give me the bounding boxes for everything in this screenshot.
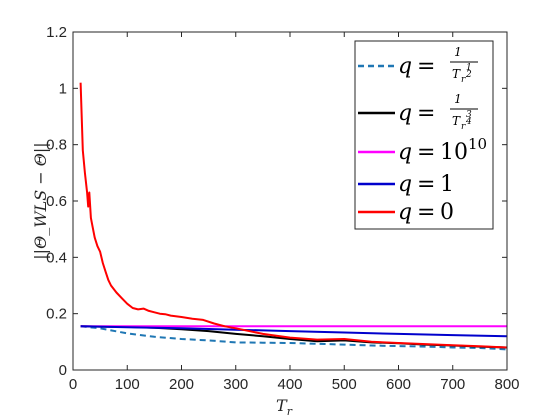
legend-entry-4: q = 1: [358, 172, 454, 197]
y-tick-label: 0.4: [46, 249, 67, 266]
legend: q = 1 T r 1 2 q = 1 T r 3 4 q = 10 10: [354, 40, 494, 230]
series-line-4: [80, 325, 508, 338]
x-tick-label: 0: [69, 376, 77, 393]
legend-exp-den-2: 4: [465, 117, 472, 127]
y-axis-label-text: ||Θ_WLS − Θ||: [31, 142, 50, 259]
tick-labels: 0 100 200 300 400 500 600 700 80000.20.40.60.811…: [46, 24, 519, 393]
legend-q-1: q: [398, 54, 412, 79]
x-tick-label: 400: [277, 376, 302, 393]
legend-exp-num-1: 1: [466, 63, 472, 73]
legend-q-5: q: [398, 200, 412, 225]
x-tick-label: 800: [494, 376, 519, 393]
legend-q-2: q: [398, 101, 412, 126]
series-layer: [79, 82, 508, 351]
y-tick-label: 0: [59, 362, 67, 379]
x-axis-label: Tr: [276, 396, 293, 418]
y-tick-label: 0.6: [46, 193, 67, 210]
y-tick-label: 0.8: [46, 137, 67, 154]
series-line-1: [80, 325, 508, 351]
legend-eq-2: =: [417, 101, 435, 126]
x-tick-label: 700: [440, 376, 465, 393]
series-line-5: [79, 82, 508, 349]
legend-value-4: 1: [440, 172, 454, 197]
legend-entry-1: q = 1 T r 1 2: [358, 45, 478, 85]
legend-exponent-3: 10: [468, 135, 487, 153]
x-tick-label: 500: [332, 376, 357, 393]
x-tick-label: 100: [115, 376, 140, 393]
legend-entry-5: q = 0: [358, 200, 454, 225]
legend-num-1: 1: [454, 45, 462, 59]
legend-eq-4: =: [417, 172, 435, 197]
legend-sub-1: r: [461, 75, 466, 85]
legend-eq-1: =: [417, 54, 435, 79]
y-axis-label: ||Θ_WLS − Θ||: [31, 142, 50, 259]
y-tick-label: 1.2: [46, 24, 67, 41]
legend-exp-num-2: 3: [466, 110, 472, 120]
legend-entry-2: q = 1 T r 3 4: [358, 92, 478, 132]
legend-q-4: q: [398, 172, 412, 197]
legend-eq-3: =: [417, 140, 435, 165]
x-axis-label-base: T: [276, 396, 288, 415]
x-tick-label: 300: [223, 376, 248, 393]
legend-value-5: 0: [440, 200, 454, 225]
legend-exp-den-1: 2: [465, 70, 472, 80]
legend-entry-3: q = 10 10: [358, 135, 487, 165]
y-tick-label: 0.2: [46, 306, 67, 323]
legend-q-3: q: [398, 140, 412, 165]
legend-base-1: T: [452, 67, 461, 81]
legend-num-2: 1: [454, 92, 462, 106]
axes-layer: [72, 31, 508, 371]
legend-base-2: T: [452, 114, 461, 128]
legend-eq-5: =: [417, 200, 435, 225]
legend-value-3: 10: [440, 140, 468, 165]
legend-box: [354, 40, 494, 230]
y-tick-label: 1: [59, 80, 67, 97]
x-axis-label-sub: r: [287, 405, 293, 418]
x-tick-label: 200: [169, 376, 194, 393]
legend-sub-2: r: [461, 122, 466, 132]
x-tick-label: 600: [386, 376, 411, 393]
